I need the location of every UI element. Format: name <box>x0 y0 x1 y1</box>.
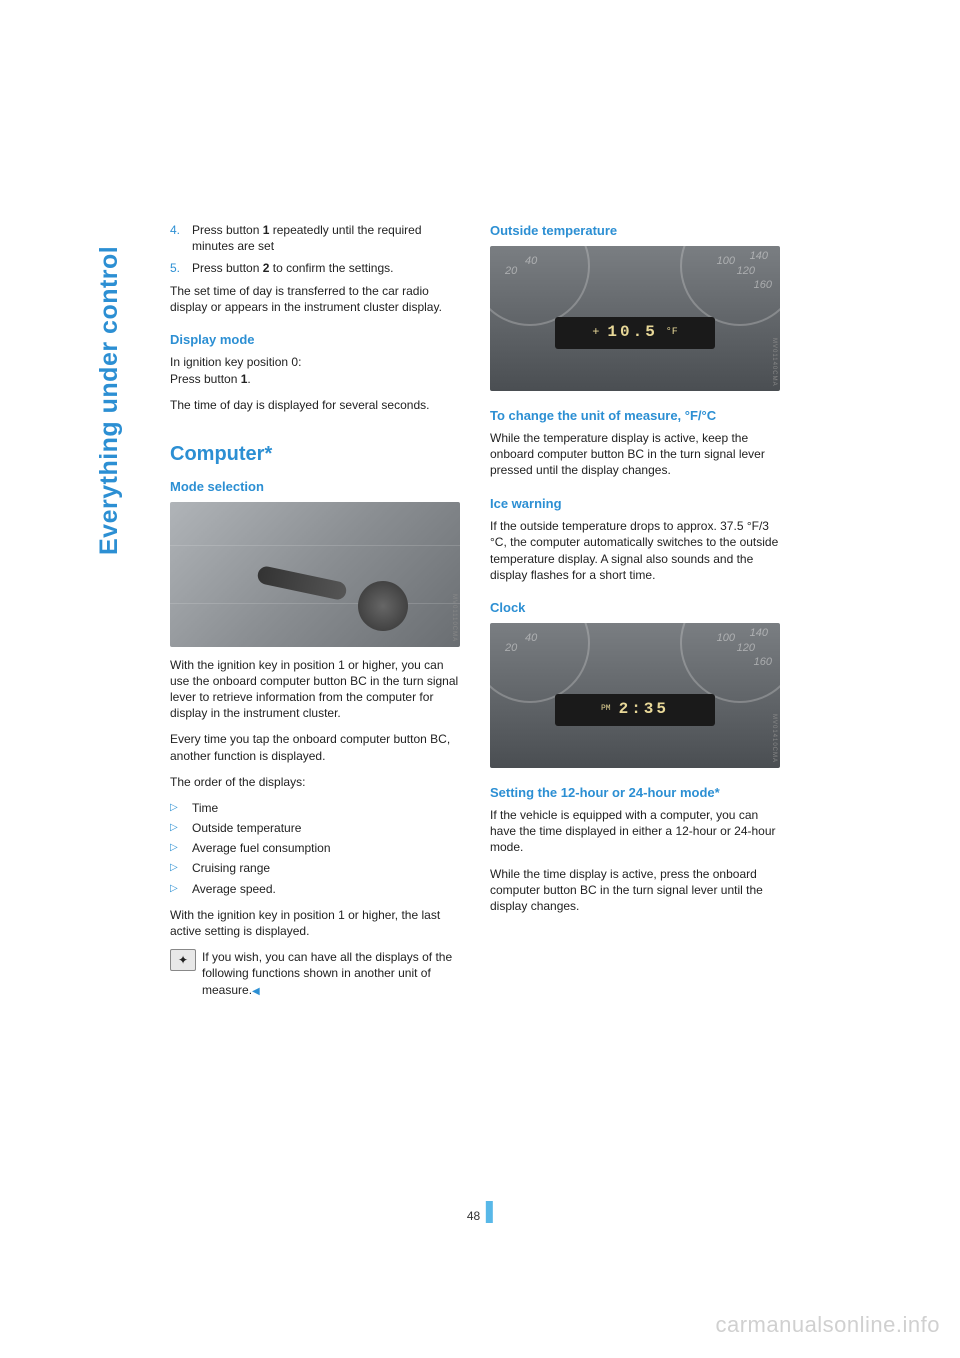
paragraph: With the ignition key in position 1 or h… <box>170 657 460 722</box>
paragraph: If the outside temperature drops to appr… <box>490 518 780 583</box>
left-column: 4. Press button 1 repeatedly until the r… <box>170 222 460 1008</box>
bullet-icon: ▷ <box>170 800 192 816</box>
step-number: 5. <box>170 260 192 276</box>
list-text: Outside temperature <box>192 820 301 836</box>
bullet-icon: ▷ <box>170 860 192 876</box>
gauge-left <box>490 246 590 326</box>
bullet-icon: ▷ <box>170 820 192 836</box>
gauge-label: 20 <box>505 641 517 656</box>
dial-illustration <box>358 581 408 631</box>
list-item: ▷Average fuel consumption <box>170 840 460 856</box>
figure-code: MV01140CMA <box>770 338 778 387</box>
figure-outside-temp: 20 40 100 120 140 160 + 10.5 °F MV01140C… <box>490 246 780 391</box>
heading-ice-warning: Ice warning <box>490 495 780 513</box>
paragraph: The order of the displays: <box>170 774 460 790</box>
paragraph: Press button 1. <box>170 371 460 387</box>
step-4: 4. Press button 1 repeatedly until the r… <box>170 222 460 254</box>
text-part: Press button <box>192 261 263 275</box>
text-part: to confirm the settings. <box>269 261 393 275</box>
heading-hour-mode: Setting the 12-hour or 24-hour mode* <box>490 784 780 802</box>
figure-clock: 20 40 100 120 140 160 PM 2:35 MV01410CMA <box>490 623 780 768</box>
paragraph: In ignition key position 0: <box>170 354 460 370</box>
text-part: Press button <box>170 372 241 386</box>
list-item: ▷Cruising range <box>170 860 460 876</box>
lcd-display: + 10.5 °F <box>555 317 715 349</box>
heading-change-unit: To change the unit of measure, °F/°C <box>490 407 780 425</box>
paragraph: Every time you tap the onboard computer … <box>170 731 460 763</box>
gauge-label: 160 <box>754 278 772 293</box>
right-column: Outside temperature 20 40 100 120 140 16… <box>490 222 780 1008</box>
gauge-label: 160 <box>754 655 772 670</box>
text-part: If you wish, you can have all the displa… <box>202 950 452 996</box>
heading-display-mode: Display mode <box>170 331 460 349</box>
gauge-label: 40 <box>525 254 537 269</box>
list-item: ▷Average speed. <box>170 881 460 897</box>
paragraph: If the vehicle is equipped with a comput… <box>490 807 780 856</box>
gauge-label: 120 <box>737 641 755 656</box>
bullet-icon: ▷ <box>170 881 192 897</box>
step-5: 5. Press button 2 to confirm the setting… <box>170 260 460 276</box>
list-text: Cruising range <box>192 860 270 876</box>
lcd-display: PM 2:35 <box>555 694 715 726</box>
gauge-label: 100 <box>717 631 735 646</box>
heading-outside-temp: Outside temperature <box>490 222 780 240</box>
info-icon: ✦ <box>170 949 196 971</box>
paragraph: While the time display is active, press … <box>490 866 780 915</box>
lcd-sign: + <box>592 324 599 340</box>
figure-code: MV01110CMA <box>450 594 458 642</box>
list-item: ▷Outside temperature <box>170 820 460 836</box>
page-accent-bar <box>486 1201 493 1223</box>
step-text: Press button 2 to confirm the settings. <box>192 260 460 276</box>
list-text: Average fuel consumption <box>192 840 331 856</box>
heading-clock: Clock <box>490 599 780 617</box>
figure-code: MV01410CMA <box>770 714 778 763</box>
paragraph: With the ignition key in position 1 or h… <box>170 907 460 939</box>
note-block: ✦ If you wish, you can have all the disp… <box>170 949 460 998</box>
page-number: 48 <box>467 1209 480 1223</box>
heading-computer: Computer* <box>170 441 460 468</box>
paragraph: The set time of day is transferred to th… <box>170 283 460 315</box>
step-number: 4. <box>170 222 192 254</box>
list-item: ▷Time <box>170 800 460 816</box>
list-text: Average speed. <box>192 881 276 897</box>
lcd-unit: °F <box>666 326 678 340</box>
text-part: Press button <box>192 223 263 237</box>
watermark: carmanualsonline.info <box>715 1312 940 1338</box>
display-order-list: ▷Time ▷Outside temperature ▷Average fuel… <box>170 800 460 897</box>
gauge-left <box>490 623 590 703</box>
paragraph: While the temperature display is active,… <box>490 430 780 479</box>
lcd-ampm: PM <box>601 704 611 715</box>
lcd-value: 2:35 <box>619 699 669 721</box>
figure-mode-selection: MV01110CMA <box>170 502 460 647</box>
page-content: 4. Press button 1 repeatedly until the r… <box>170 222 850 1008</box>
lcd-value: 10.5 <box>607 322 657 344</box>
note-text: If you wish, you can have all the displa… <box>202 949 460 998</box>
text-part: . <box>247 372 250 386</box>
page-number-block: 48 <box>467 1201 493 1223</box>
step-text: Press button 1 repeatedly until the requ… <box>192 222 460 254</box>
gauge-label: 20 <box>505 264 517 279</box>
section-label: Everything under control <box>95 246 124 555</box>
gauge-label: 40 <box>525 631 537 646</box>
heading-mode-selection: Mode selection <box>170 478 460 496</box>
gauge-label: 100 <box>717 254 735 269</box>
list-text: Time <box>192 800 218 816</box>
gauge-label: 140 <box>750 626 768 641</box>
lever-illustration <box>256 565 348 601</box>
end-marker-icon: ◀ <box>252 986 260 997</box>
paragraph: The time of day is displayed for several… <box>170 397 460 413</box>
gauge-label: 120 <box>737 264 755 279</box>
gauge-label: 140 <box>750 249 768 264</box>
bullet-icon: ▷ <box>170 840 192 856</box>
